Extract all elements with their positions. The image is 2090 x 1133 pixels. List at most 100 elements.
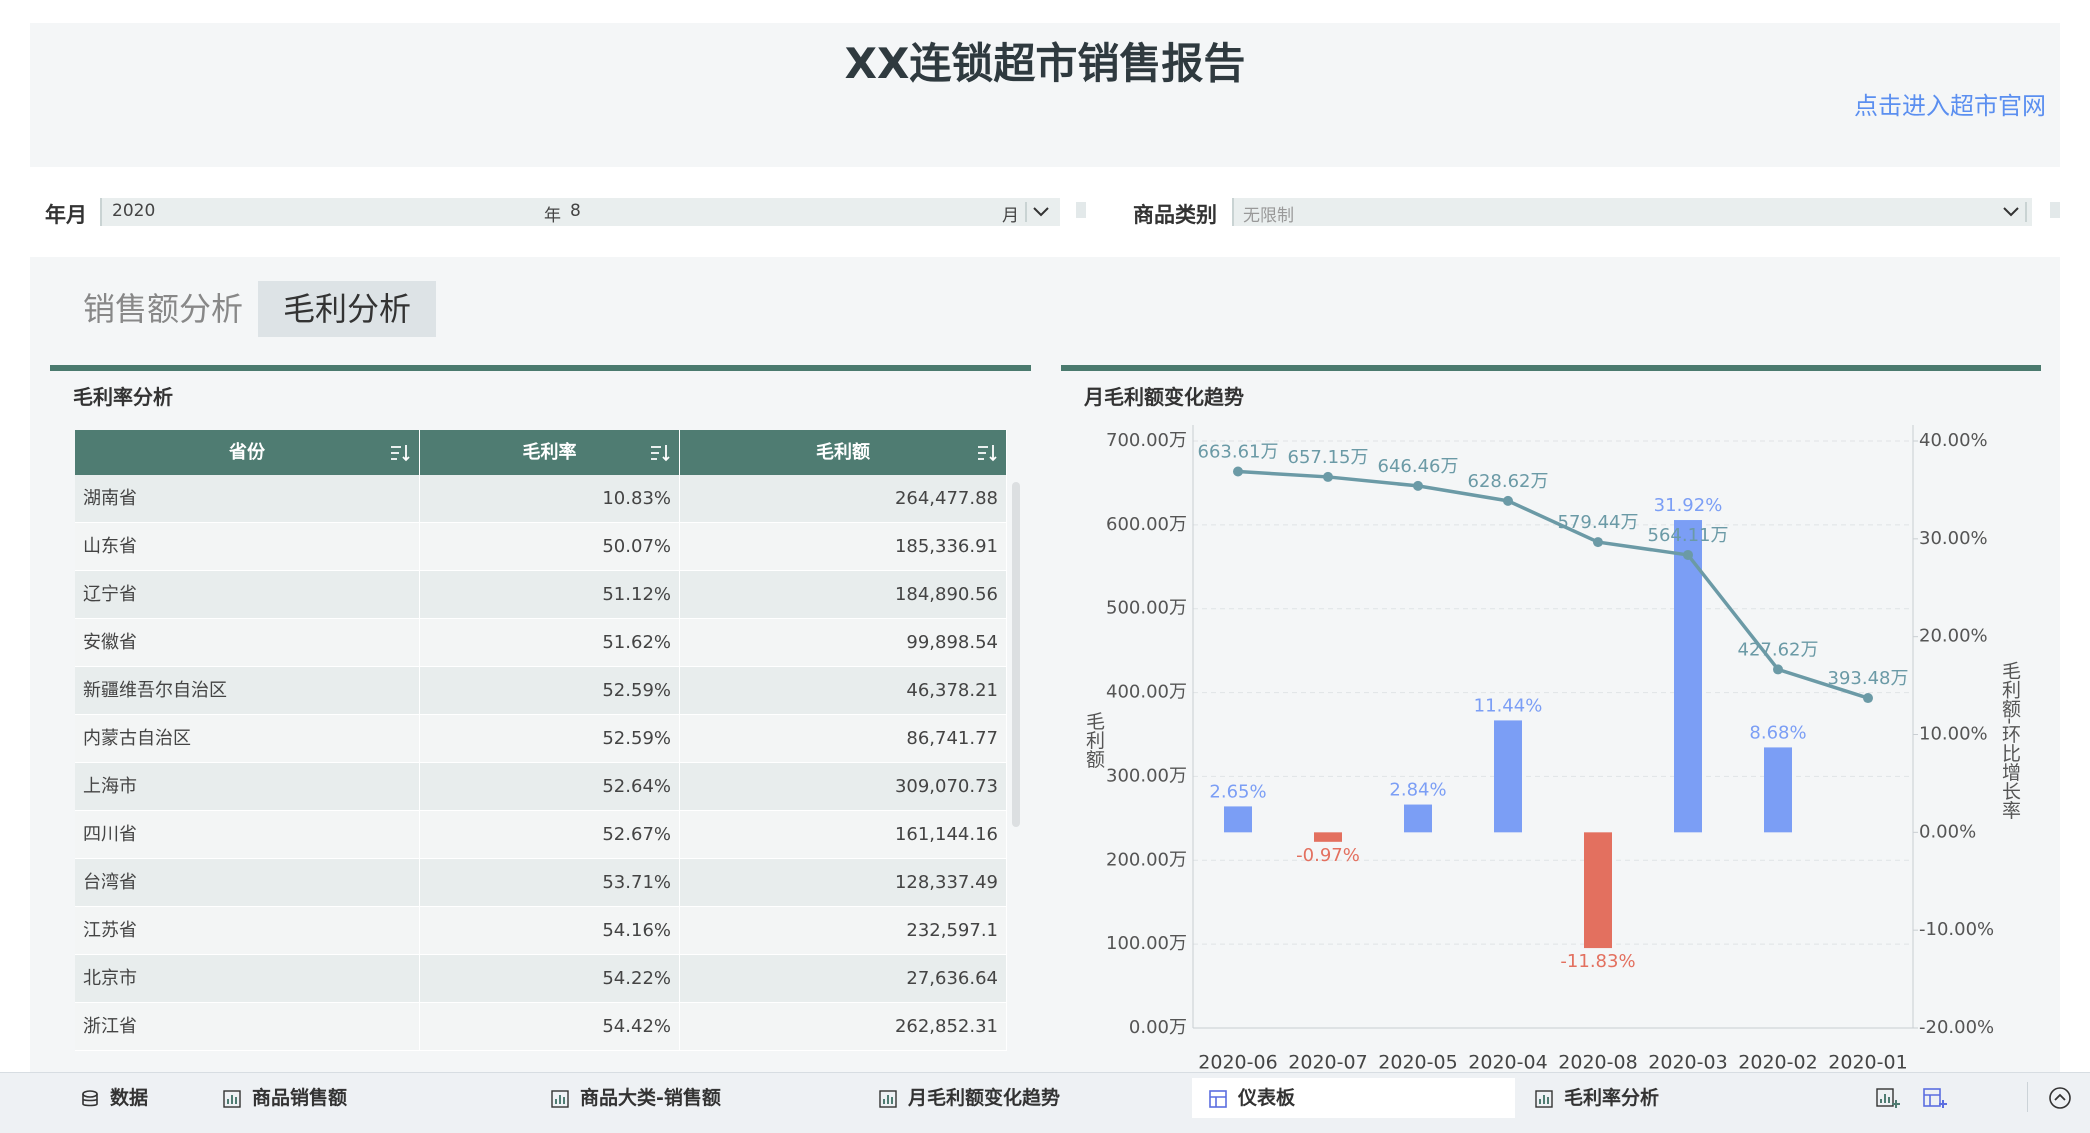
add-chart-icon[interactable] bbox=[1875, 1086, 1901, 1110]
table-cell: 内蒙古自治区 bbox=[75, 715, 420, 763]
data-label: 11.44% bbox=[1474, 695, 1543, 716]
column-header: 省份 bbox=[75, 430, 420, 475]
sort-button[interactable] bbox=[977, 443, 999, 463]
point bbox=[1863, 693, 1873, 704]
panel-title: 月毛利额变化趋势 bbox=[1084, 385, 1244, 409]
line bbox=[1237, 469, 1869, 700]
point bbox=[1503, 495, 1513, 506]
footer-tab[interactable]: 数据 bbox=[64, 1078, 204, 1118]
table-cell: 264,477.88 bbox=[680, 475, 1007, 523]
data-label: -11.83% bbox=[1560, 951, 1635, 972]
footer-tab[interactable]: 商品销售额 bbox=[206, 1078, 526, 1118]
table-cell: 四川省 bbox=[75, 811, 420, 859]
y2-tick-label: 30.00% bbox=[1919, 528, 1988, 549]
website-link[interactable]: 点击进入超市官网 bbox=[1854, 92, 2046, 120]
x-tick-label: 2020-05 bbox=[1378, 1052, 1457, 1073]
tab-label: 数据 bbox=[110, 1087, 149, 1109]
data-label: 628.62万 bbox=[1468, 471, 1549, 492]
dropdown-arrow[interactable] bbox=[1024, 200, 1058, 224]
icon bbox=[1209, 1090, 1227, 1108]
tab-label: 商品大类-销售额 bbox=[580, 1087, 721, 1109]
y-tick-label: 500.00万 bbox=[1106, 598, 1187, 619]
tab-label: 毛利率分析 bbox=[1564, 1087, 1660, 1109]
y-tick-label: 100.00万 bbox=[1106, 933, 1187, 954]
year-value: 2020 bbox=[112, 201, 156, 221]
tab[interactable]: 销售额分析 bbox=[83, 290, 244, 328]
tab[interactable]: 毛利分析 bbox=[258, 281, 437, 337]
filter-label: 年月 bbox=[45, 203, 87, 227]
x-tick-label: 2020-07 bbox=[1288, 1052, 1367, 1073]
date-picker[interactable] bbox=[100, 198, 1060, 226]
y2-tick-label: -20.00% bbox=[1919, 1017, 1994, 1038]
add-dashboard-icon[interactable] bbox=[1922, 1086, 1948, 1110]
table-cell: 浙江省 bbox=[75, 1003, 420, 1051]
table-cell: 上海市 bbox=[75, 763, 420, 811]
y-axis-title: 毛利额 bbox=[1083, 711, 1105, 768]
footer-tab[interactable]: 月毛利额变化趋势 bbox=[862, 1078, 1182, 1118]
table-cell: 185,336.91 bbox=[680, 523, 1007, 571]
y-tick-label: 0.00万 bbox=[1129, 1017, 1187, 1038]
chart: 0.00万 100.00万 200.00万 300.00万 400.00万 500.00万… bbox=[1083, 425, 2021, 1073]
table-cell: 46,378.21 bbox=[680, 667, 1007, 715]
y-tick-label: 600.00万 bbox=[1106, 514, 1187, 535]
icon bbox=[223, 1090, 241, 1108]
data-label: 427.62万 bbox=[1738, 639, 1819, 660]
filter-label: 商品类别 bbox=[1133, 203, 1217, 227]
x-tick-label: 2020-03 bbox=[1648, 1052, 1727, 1073]
y-tick-label: 400.00万 bbox=[1106, 682, 1187, 703]
table-cell: 309,070.73 bbox=[680, 763, 1007, 811]
table-cell: 54.22% bbox=[420, 955, 680, 1003]
bar bbox=[1404, 804, 1432, 833]
footer-tab[interactable]: 商品大类-销售额 bbox=[534, 1078, 854, 1118]
column-header: 毛利率 bbox=[420, 430, 680, 475]
divider bbox=[2027, 1082, 2028, 1112]
category-value: 无限制 bbox=[1243, 206, 1294, 226]
table-cell: 江苏省 bbox=[75, 907, 420, 955]
sort-button[interactable] bbox=[390, 443, 412, 463]
data-label: 579.44万 bbox=[1558, 512, 1639, 533]
icon bbox=[82, 1090, 98, 1107]
table-cell: 184,890.56 bbox=[680, 571, 1007, 619]
data-label: 657.15万 bbox=[1288, 447, 1369, 468]
y-tick-label: 200.00万 bbox=[1106, 849, 1187, 870]
data-label: 2.84% bbox=[1389, 780, 1446, 801]
table-cell: 52.67% bbox=[420, 811, 680, 859]
scrollbar[interactable] bbox=[1012, 482, 1020, 827]
dropdown-arrow[interactable] bbox=[1994, 200, 2028, 224]
y2-tick-label: 10.00% bbox=[1919, 724, 1988, 745]
table-cell: 99,898.54 bbox=[680, 619, 1007, 667]
y-tick-label: 700.00万 bbox=[1106, 430, 1187, 451]
table-cell: 86,741.77 bbox=[680, 715, 1007, 763]
footer-bar bbox=[0, 1072, 2090, 1133]
point bbox=[1773, 664, 1783, 675]
table-cell: 辽宁省 bbox=[75, 571, 420, 619]
data-label: 2.65% bbox=[1209, 781, 1266, 802]
footer-tab[interactable]: 毛利率分析 bbox=[1518, 1078, 1818, 1118]
table-cell: 52.59% bbox=[420, 715, 680, 763]
point bbox=[1323, 471, 1333, 482]
sort-button[interactable] bbox=[650, 443, 672, 463]
table-cell: 54.42% bbox=[420, 1003, 680, 1051]
tab-label: 月毛利额变化趋势 bbox=[908, 1087, 1061, 1109]
bar bbox=[1494, 720, 1522, 833]
collapse-button[interactable] bbox=[2048, 1086, 2072, 1110]
footer-tab[interactable]: 仪表板 bbox=[1192, 1078, 1515, 1118]
header bbox=[30, 23, 2060, 167]
bar bbox=[1674, 520, 1702, 833]
table-cell: 新疆维吾尔自治区 bbox=[75, 667, 420, 715]
data-label: 564.11万 bbox=[1648, 525, 1729, 546]
table-cell: 53.71% bbox=[420, 859, 680, 907]
column-header: 毛利额 bbox=[680, 430, 1007, 475]
table-cell: 51.62% bbox=[420, 619, 680, 667]
category-select[interactable] bbox=[1232, 198, 2032, 226]
x-tick-label: 2020-02 bbox=[1738, 1052, 1817, 1073]
table-cell: 山东省 bbox=[75, 523, 420, 571]
year-unit: 年 bbox=[544, 206, 561, 226]
y2-tick-label: 40.00% bbox=[1919, 430, 1988, 451]
table-cell: 50.07% bbox=[420, 523, 680, 571]
point bbox=[1593, 537, 1603, 548]
table-cell: 161,144.16 bbox=[680, 811, 1007, 859]
icon bbox=[551, 1090, 569, 1108]
month-value: 8 bbox=[570, 201, 581, 221]
